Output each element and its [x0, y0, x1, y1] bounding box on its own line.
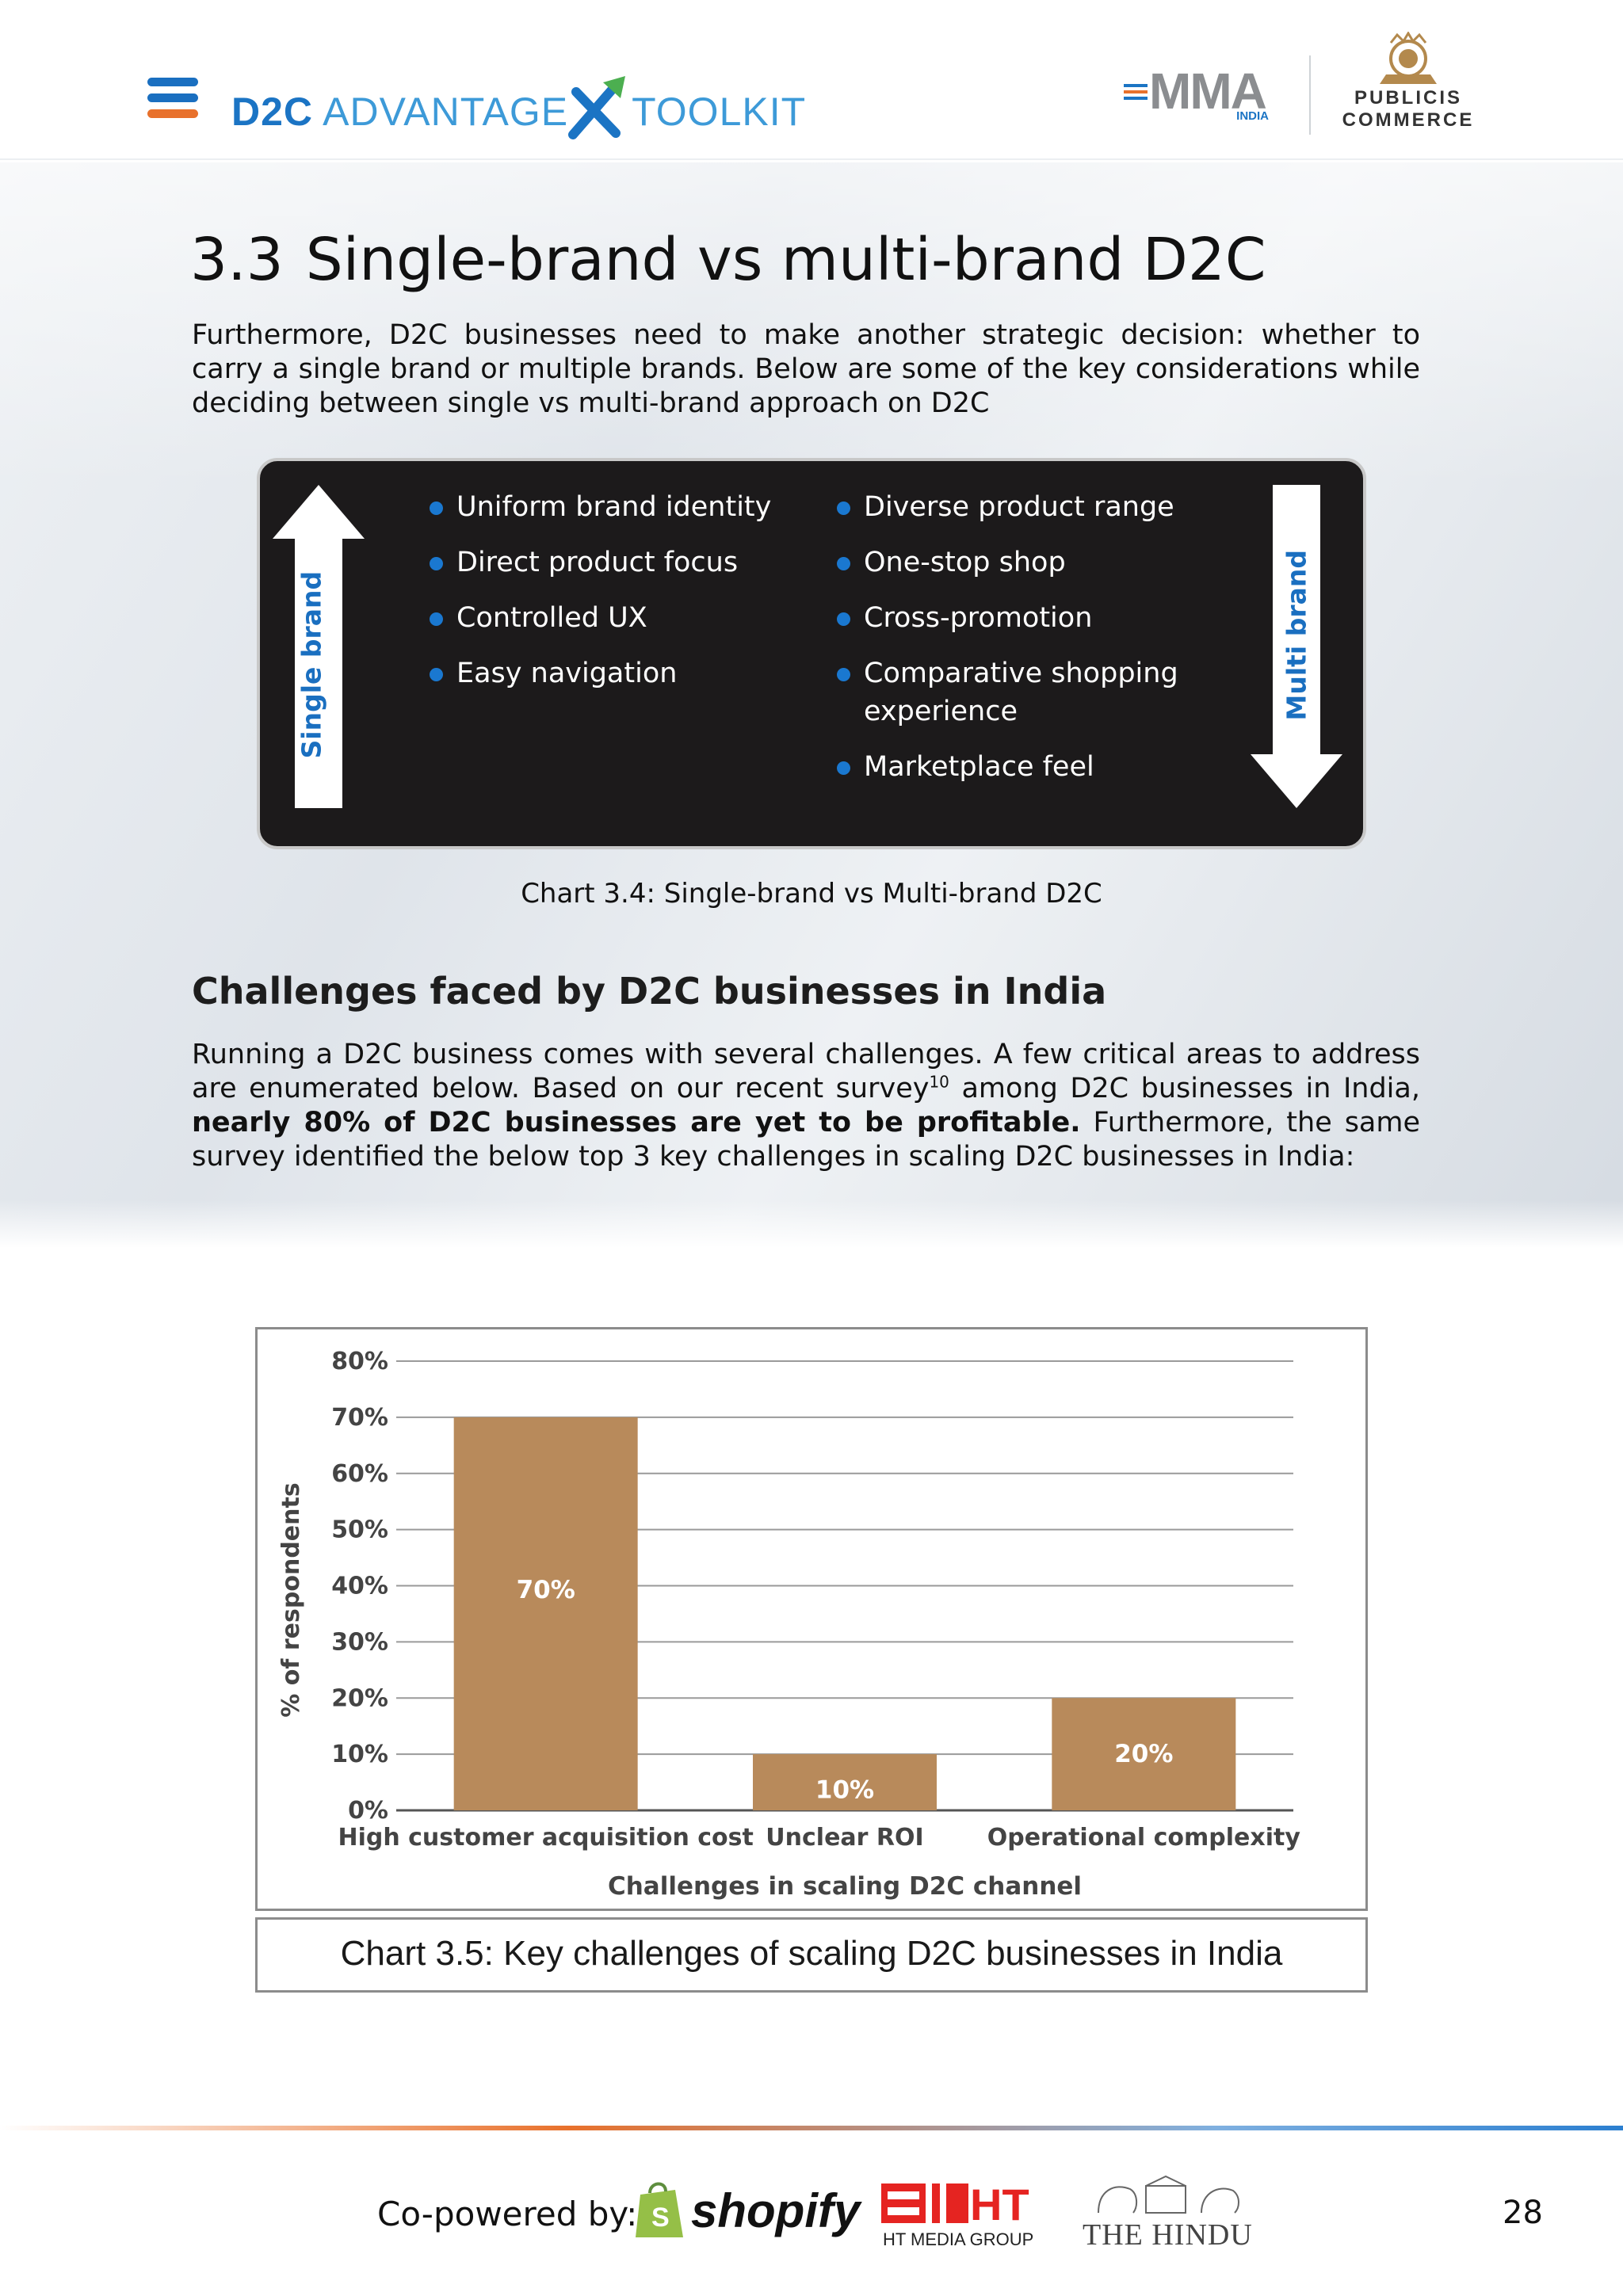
bar	[753, 1754, 937, 1810]
y-tick-label: 80%	[331, 1348, 388, 1375]
commerce-text: COMMERCE	[1342, 109, 1475, 131]
bar	[1052, 1698, 1236, 1810]
list-item: Easy navigation	[425, 654, 771, 692]
mma-logo-sub: INDIA	[1236, 109, 1269, 123]
challenges-paragraph: Running a D2C business comes with severa…	[192, 1039, 1421, 1173]
list-item: Comparative shopping experience	[832, 654, 1205, 730]
ht-media-group-text: HT MEDIA GROUP	[883, 2229, 1034, 2249]
y-tick-label: 50%	[331, 1516, 388, 1544]
section-title-text: Single-brand vs multi-brand D2C	[305, 226, 1266, 294]
list-item: Marketplace feel	[832, 748, 1205, 786]
publicis-commerce-logo: PUBLICIS COMMERCE	[1333, 32, 1484, 132]
bar	[453, 1417, 638, 1810]
copowered-label: Co-powered by:	[377, 2195, 638, 2233]
x-tick-label: High customer acquisition cost	[338, 1824, 753, 1852]
chart-caption-box: Chart 3.5: Key challenges of scaling D2C…	[255, 1917, 1368, 1993]
menu-icon[interactable]	[147, 78, 198, 122]
y-axis-title: % of respondents	[277, 1482, 305, 1717]
up-arrow-icon	[273, 485, 365, 808]
y-tick-label: 0%	[348, 1797, 388, 1825]
chart-3-4-caption: Chart 3.4: Single-brand vs Multi-brand D…	[521, 878, 1102, 910]
list-item: Uniform brand identity	[425, 488, 771, 526]
list-item: Diverse product range	[832, 488, 1205, 526]
y-tick-label: 20%	[331, 1684, 388, 1712]
data-label: 70%	[517, 1576, 575, 1604]
x-arrow-icon	[568, 76, 632, 139]
list-item: Cross-promotion	[832, 599, 1205, 637]
y-tick-label: 70%	[331, 1404, 388, 1432]
logo-toolkit: TOOLKIT	[632, 90, 807, 134]
multi-brand-label: Multi brand	[1281, 550, 1312, 721]
page-header: D2C ADVANTAGE TOOLKIT MMA INDIA PUBLICIS …	[0, 0, 1623, 160]
y-tick-label: 10%	[331, 1741, 388, 1768]
logo-divider	[1309, 55, 1311, 135]
page-number: 28	[1503, 2195, 1543, 2231]
section-title: 3.3 Single-brand vs multi-brand D2C	[190, 226, 1266, 294]
data-label: 20%	[1114, 1740, 1173, 1768]
single-brand-list: Uniform brand identity Direct product fo…	[425, 488, 771, 710]
section-number: 3.3	[190, 226, 284, 294]
mma-india-logo: MMA INDIA	[1124, 62, 1278, 125]
svg-text:S: S	[651, 2203, 670, 2233]
the-hindu-wordmark: THE HINDU	[1083, 2218, 1253, 2252]
shopify-bag-icon: S	[636, 2182, 683, 2237]
lion-emblem-icon	[1380, 32, 1437, 84]
hindu-emblem-icon	[1098, 2175, 1239, 2214]
ht-logo-mark: HT	[881, 2180, 1029, 2229]
logo-advantage: ADVANTAGE	[323, 90, 569, 134]
data-label: 10%	[815, 1776, 874, 1805]
down-arrow-icon	[1251, 485, 1342, 808]
chart-frame: 0% 10% 20% 30% 40% 50% 60% 70% 80% 70% High custom…	[255, 1327, 1368, 1911]
shopify-wordmark: shopify	[691, 2184, 861, 2237]
list-item: One-stop shop	[832, 543, 1205, 582]
footnote-ref[interactable]: 10	[929, 1072, 949, 1092]
x-tick-label: Operational complexity	[987, 1824, 1301, 1852]
toolkit-logo: D2C ADVANTAGE TOOLKIT	[231, 76, 806, 139]
multi-brand-list: Diverse product range One-stop shop Cros…	[832, 488, 1205, 803]
challenges-heading: Challenges faced by D2C businesses in In…	[192, 970, 1107, 1013]
list-item: Controlled UX	[425, 599, 771, 637]
y-tick-label: 60%	[331, 1460, 388, 1488]
publicis-text: PUBLICIS	[1354, 87, 1462, 109]
single-vs-multi-brand-diagram: Single brand Uniform brand identity Dire…	[257, 458, 1366, 849]
y-tick-label: 30%	[331, 1628, 388, 1656]
mma-logo-text: MMA	[1149, 63, 1267, 120]
y-tick-label: 40%	[331, 1573, 388, 1600]
x-tick-label: Unclear ROI	[766, 1824, 923, 1852]
svg-text:HT: HT	[970, 2180, 1029, 2226]
the-hindu-logo: THE HINDU	[1083, 2175, 1252, 2252]
footer-divider	[0, 2126, 1623, 2130]
chart-3-5-caption: Chart 3.5: Key challenges of scaling D2C…	[340, 1934, 1283, 1973]
x-axis-title: Challenges in scaling D2C channel	[608, 1872, 1082, 1901]
shopify-logo: S shopify	[634, 2179, 860, 2242]
ht-media-logo: HT HT MEDIA GROUP	[881, 2180, 1048, 2252]
logo-d2c: D2C	[231, 90, 314, 134]
single-brand-label: Single brand	[296, 570, 327, 759]
list-item: Direct product focus	[425, 543, 771, 582]
challenges-bar-chart: 0% 10% 20% 30% 40% 50% 60% 70% 80% 70% High custom…	[277, 1348, 1301, 1901]
intro-paragraph: Furthermore, D2C businesses need to make…	[192, 319, 1420, 419]
